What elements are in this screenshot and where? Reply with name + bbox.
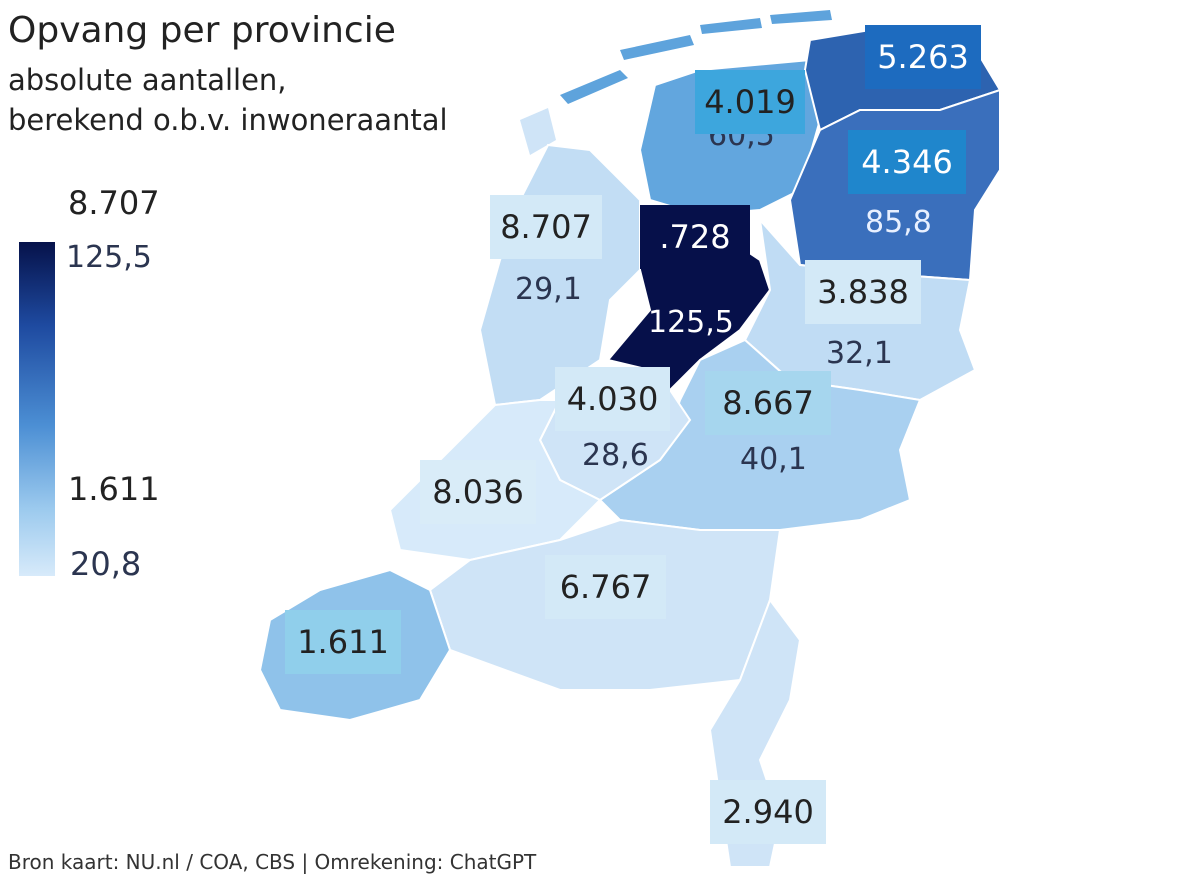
- friesland-value-label: 4.019: [695, 70, 805, 134]
- zeeland-value-label: 1.611: [285, 610, 401, 674]
- chart-title: Opvang per provincie: [8, 10, 396, 51]
- wadden-islands: [520, 10, 832, 155]
- noord-holland-underlying-value: 29,1: [515, 272, 582, 307]
- legend-max: 8.707: [58, 184, 170, 222]
- legend-gradient: [19, 242, 55, 576]
- limburg-value-label: 2.940: [710, 780, 826, 844]
- overijssel-underlying-value: 32,1: [826, 336, 893, 371]
- overijssel-value-label: 3.838: [805, 260, 921, 324]
- legend-ghost-max: 125,5: [66, 240, 152, 275]
- gelderland-value-label: 8.667: [705, 371, 831, 435]
- subtitle-line-2: berekend o.b.v. inwoneraantal: [8, 103, 448, 137]
- noord-brabant-value-label: 6.767: [545, 555, 666, 619]
- gelderland-underlying-value: 40,1: [740, 442, 807, 477]
- drenthe-underlying-value: 85,8: [865, 205, 932, 240]
- subtitle-line-1: absolute aantallen,: [8, 63, 287, 97]
- zuid-holland-value-label: 8.036: [420, 460, 536, 524]
- utrecht-underlying-value: 28,6: [582, 438, 649, 473]
- flevoland-value-label: .728: [640, 205, 750, 269]
- groningen-value-label: 5.263: [865, 25, 981, 89]
- drenthe-value-label: 4.346: [848, 130, 966, 194]
- legend-mid: 1.611: [58, 470, 170, 508]
- noord-holland-value-label: 8.707: [490, 195, 602, 259]
- flevoland-underlying-value: 125,5: [648, 305, 734, 340]
- source-note: Bron kaart: NU.nl / COA, CBS | Omrekenin…: [8, 850, 537, 874]
- legend-min: 20,8: [60, 545, 152, 583]
- utrecht-value-label: 4.030: [555, 367, 670, 431]
